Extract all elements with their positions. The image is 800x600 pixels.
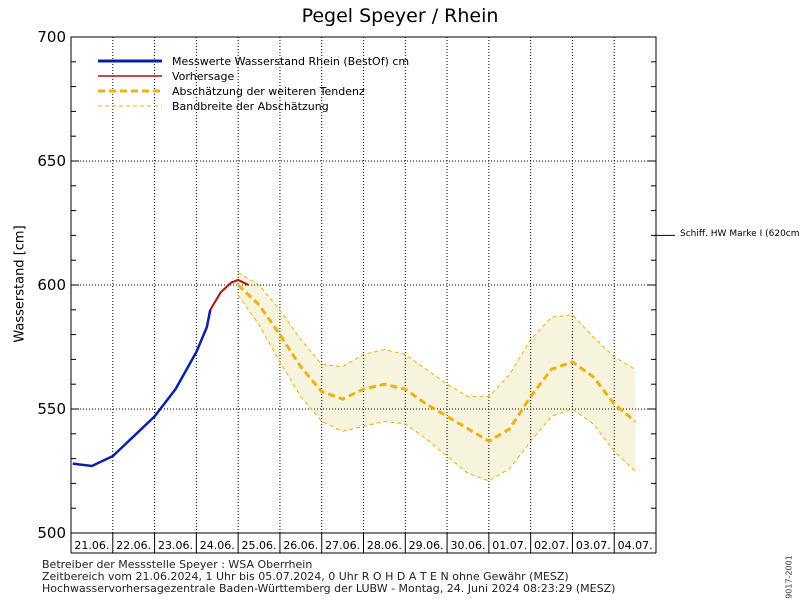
- y-axis-label: Wasserstand [cm]: [12, 225, 28, 343]
- hw-marker-label: Schiff. HW Marke I (620cm): [680, 229, 800, 239]
- legend-label-measured: Messwerte Wasserstand Rhein (BestOf) cm: [172, 55, 410, 68]
- x-day-label: 28.06.: [367, 539, 402, 552]
- x-day-label: 01.07.: [492, 539, 527, 552]
- y-tick-label: 550: [37, 400, 66, 418]
- x-day-label: 02.07.: [534, 539, 569, 552]
- x-day-label: 03.07.: [576, 539, 611, 552]
- x-day-label: 27.06.: [325, 539, 360, 552]
- measured-line: [72, 309, 212, 468]
- legend-label-band: Bandbreite der Abschätzung: [172, 100, 329, 113]
- band-lower-line: [237, 294, 636, 482]
- x-day-label: 22.06.: [116, 539, 151, 552]
- x-day-label: 26.06.: [283, 539, 318, 552]
- x-day-label: 21.06.: [74, 539, 109, 552]
- footer-operator: Betreiber der Messstelle Speyer : WSA Ob…: [42, 558, 313, 571]
- x-day-label: 29.06.: [409, 539, 444, 552]
- x-day-label: 24.06.: [200, 539, 235, 552]
- x-day-label: 25.06.: [242, 539, 277, 552]
- footer-source: Hochwasservorhersagezentrale Baden-Württ…: [42, 582, 616, 595]
- chart-title: Pegel Speyer / Rhein: [301, 5, 499, 27]
- x-day-label: 23.06.: [158, 539, 193, 552]
- y-tick-label: 600: [37, 276, 66, 294]
- forecast-line: [209, 278, 250, 311]
- x-day-label: 30.06.: [450, 539, 485, 552]
- legend-label-forecast: Vorhersage: [172, 70, 235, 83]
- legend-label-tendency: Abschätzung der weiteren Tendenz: [172, 85, 365, 98]
- footer-timerange: Zeitbereich vom 21.06.2024, 1 Uhr bis 05…: [42, 570, 569, 583]
- y-tick-label: 700: [37, 28, 66, 46]
- y-tick-label: 500: [37, 524, 66, 542]
- x-day-label: 04.07.: [618, 539, 653, 552]
- side-id: 9017-2001: [784, 555, 794, 599]
- band-upper-line: [237, 272, 636, 398]
- y-tick-label: 650: [37, 152, 66, 170]
